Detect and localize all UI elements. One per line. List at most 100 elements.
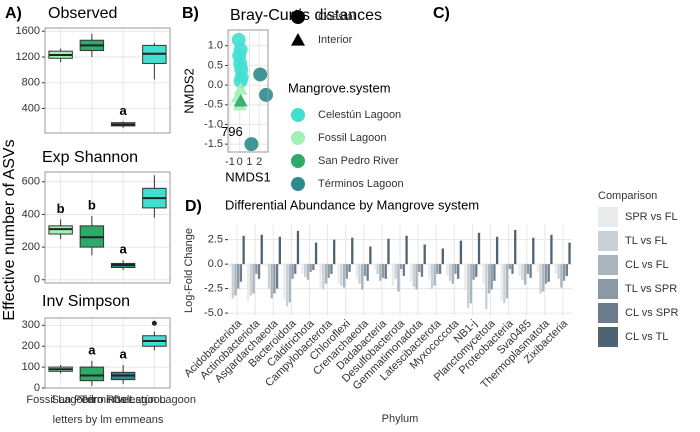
y-tick-label: 0 bbox=[34, 382, 40, 394]
bar bbox=[342, 264, 346, 288]
bar bbox=[249, 264, 253, 296]
bar bbox=[381, 264, 385, 278]
bar bbox=[526, 264, 530, 274]
bar bbox=[257, 264, 261, 279]
legend-swatch bbox=[598, 255, 618, 275]
bar bbox=[239, 264, 243, 282]
bar bbox=[255, 264, 258, 274]
bar bbox=[409, 264, 413, 282]
bar bbox=[348, 264, 351, 272]
bar bbox=[568, 242, 571, 265]
x-axis-label: letters by lm emmeans bbox=[53, 414, 164, 426]
bar bbox=[521, 264, 524, 280]
legend-label: TL vs SPR bbox=[625, 283, 677, 295]
legend-swatch bbox=[598, 207, 618, 227]
bar bbox=[529, 264, 532, 278]
bar bbox=[477, 232, 481, 265]
bar bbox=[415, 264, 418, 290]
legend-label: San Pedro River bbox=[318, 155, 399, 167]
legend-symbol bbox=[291, 10, 305, 24]
legend-symbol bbox=[291, 33, 305, 46]
bar bbox=[405, 235, 408, 265]
bar bbox=[495, 236, 499, 265]
bar bbox=[430, 264, 434, 289]
legend-label: Coastal bbox=[318, 11, 355, 23]
bar bbox=[412, 264, 415, 287]
bar bbox=[466, 264, 470, 309]
point bbox=[233, 82, 248, 95]
x-axis-label: Phylum bbox=[382, 413, 419, 425]
y-tick-label: 1600 bbox=[16, 25, 40, 37]
bar bbox=[446, 264, 449, 276]
point bbox=[233, 74, 248, 89]
bar bbox=[351, 237, 354, 265]
bar bbox=[358, 264, 361, 284]
bar bbox=[433, 264, 436, 286]
bar bbox=[294, 264, 297, 274]
bar bbox=[283, 264, 286, 300]
bar bbox=[550, 234, 553, 265]
y-tick-label: 0 bbox=[34, 274, 40, 286]
legend-label: CL vs SPR bbox=[625, 307, 678, 319]
legend-symbol bbox=[291, 177, 305, 191]
bar bbox=[459, 240, 463, 265]
bar bbox=[544, 264, 548, 284]
letter: a bbox=[120, 103, 128, 118]
x-tick-label: Términos Lagoon bbox=[80, 394, 166, 406]
bar bbox=[345, 264, 348, 279]
bar bbox=[490, 264, 493, 290]
bar bbox=[237, 264, 240, 289]
bar bbox=[369, 246, 372, 265]
y-tick-label: -2.5 bbox=[204, 283, 223, 295]
legend-swatch bbox=[598, 303, 618, 323]
legend-title: Mangrove.system bbox=[288, 80, 391, 95]
bar bbox=[384, 264, 387, 279]
bar bbox=[500, 264, 503, 301]
bar bbox=[394, 264, 397, 279]
bar bbox=[454, 264, 457, 274]
bar bbox=[518, 264, 521, 276]
bar bbox=[252, 264, 255, 294]
point bbox=[259, 87, 274, 102]
point bbox=[244, 137, 259, 152]
bar bbox=[275, 264, 279, 289]
bar bbox=[355, 264, 358, 279]
bar bbox=[379, 264, 382, 281]
bar bbox=[511, 264, 514, 274]
bar bbox=[472, 264, 475, 280]
y-tick-label: -1.5 bbox=[204, 138, 223, 150]
panel-title: Exp Shannon bbox=[42, 149, 138, 166]
bar bbox=[337, 264, 340, 284]
bar bbox=[234, 264, 237, 296]
y-tick-label: -1.0 bbox=[204, 118, 223, 130]
bar bbox=[524, 264, 527, 285]
y-tick-label: 100 bbox=[22, 361, 40, 373]
bar bbox=[340, 264, 343, 286]
bar bbox=[366, 264, 369, 281]
bar bbox=[296, 230, 300, 265]
bar bbox=[560, 264, 563, 288]
legend-label: CL vs TL bbox=[625, 331, 668, 343]
bar bbox=[493, 264, 496, 281]
panel-label: C) bbox=[433, 5, 450, 22]
bar bbox=[397, 264, 400, 292]
bar bbox=[312, 264, 315, 271]
bar bbox=[247, 264, 250, 302]
chart-title: Differential Abundance by Mangrove syste… bbox=[225, 197, 479, 212]
bar bbox=[306, 264, 310, 280]
legend-label: Términos Lagoon bbox=[318, 178, 404, 190]
y-tick-label: 200 bbox=[22, 241, 40, 253]
chart-title: Bray-Curtis distances bbox=[230, 7, 382, 24]
bar bbox=[361, 264, 364, 290]
y-tick-label: -0.5 bbox=[204, 99, 223, 111]
y-tick-label: 200 bbox=[22, 340, 40, 352]
bar bbox=[514, 229, 517, 265]
bar bbox=[420, 264, 424, 277]
bar bbox=[309, 264, 312, 272]
x-tick-label: 1 bbox=[246, 156, 252, 168]
y-tick-label: -5.0 bbox=[204, 307, 223, 319]
point bbox=[253, 67, 268, 82]
bar bbox=[260, 234, 263, 265]
plot-background bbox=[45, 28, 170, 133]
bar bbox=[436, 264, 439, 274]
